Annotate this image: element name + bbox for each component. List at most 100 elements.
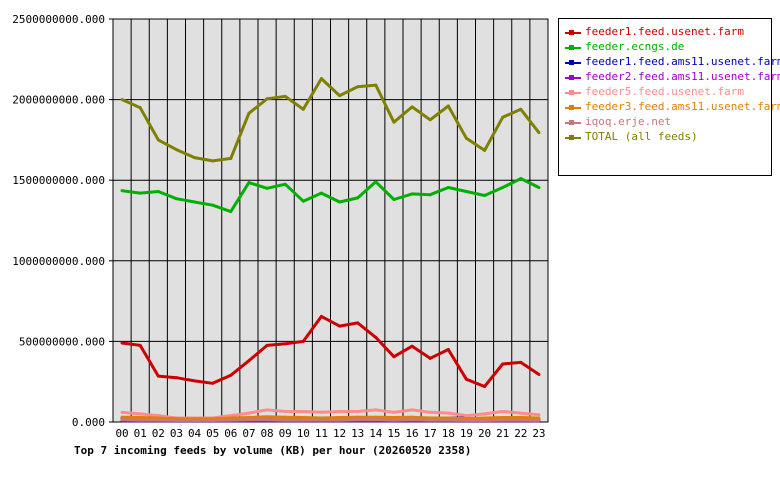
data-point <box>374 415 378 419</box>
chart-title: Top 7 incoming feeds by volume (KB) per … <box>74 444 472 457</box>
x-tick-label: 02 <box>152 427 165 440</box>
data-point <box>338 418 342 422</box>
data-point <box>483 385 487 389</box>
data-point <box>138 418 142 422</box>
legend-label: iqoq.erje.net <box>585 115 672 128</box>
data-point <box>537 413 541 417</box>
data-point <box>319 77 323 81</box>
legend-swatch <box>565 45 581 50</box>
x-tick-label: 21 <box>496 427 509 440</box>
series-line <box>121 77 541 163</box>
x-tick-label: 19 <box>460 427 473 440</box>
data-point <box>501 415 505 419</box>
data-point <box>428 356 432 360</box>
legend-swatch <box>565 60 581 65</box>
legend-label: feeder.ecngs.de <box>585 40 685 53</box>
legend-label: feeder5.feed.usenet.farm <box>585 85 744 98</box>
data-point <box>501 362 505 366</box>
data-point <box>283 342 287 346</box>
data-point <box>265 97 269 101</box>
data-point <box>374 83 378 87</box>
x-tick-label: 12 <box>333 427 346 440</box>
data-point <box>193 156 197 160</box>
data-point <box>338 410 342 414</box>
y-tick-label: 2500000000.000 <box>12 13 105 26</box>
data-point <box>120 410 124 414</box>
legend-item: feeder1.feed.usenet.farm <box>559 25 773 40</box>
data-point <box>464 414 468 418</box>
legend-swatch <box>565 75 581 80</box>
data-point <box>283 410 287 414</box>
data-point <box>211 381 215 385</box>
x-tick-label: 05 <box>206 427 219 440</box>
data-point <box>156 414 160 418</box>
data-point <box>283 94 287 98</box>
legend-item: iqoq.erje.net <box>559 115 773 130</box>
data-point <box>392 120 396 124</box>
data-point <box>464 377 468 381</box>
data-point <box>483 418 487 422</box>
data-point <box>374 335 378 339</box>
data-point <box>410 344 414 348</box>
data-point <box>283 182 287 186</box>
x-tick-label: 22 <box>514 427 527 440</box>
data-point <box>392 198 396 202</box>
data-point <box>247 418 251 422</box>
data-point <box>138 412 142 416</box>
data-point <box>483 412 487 416</box>
data-point <box>374 418 378 422</box>
data-point <box>338 415 342 419</box>
y-tick-label: 500000000.000 <box>19 335 105 348</box>
data-point <box>537 131 541 135</box>
data-point <box>301 410 305 414</box>
x-tick-label: 10 <box>297 427 310 440</box>
x-tick-label: 06 <box>224 427 237 440</box>
x-tick-label: 15 <box>387 427 400 440</box>
data-point <box>446 347 450 351</box>
data-point <box>410 105 414 109</box>
data-point <box>428 118 432 122</box>
data-point <box>356 321 360 325</box>
x-tick-label: 17 <box>424 427 437 440</box>
data-point <box>392 355 396 359</box>
data-point <box>138 106 142 110</box>
legend-item: feeder5.feed.usenet.farm <box>559 85 773 100</box>
x-tick-label: 08 <box>260 427 273 440</box>
data-point <box>138 191 142 195</box>
data-point <box>138 415 142 419</box>
data-point <box>446 104 450 108</box>
x-tick-label: 20 <box>478 427 491 440</box>
data-point <box>410 408 414 412</box>
data-point <box>537 372 541 376</box>
data-point <box>229 210 233 214</box>
data-point <box>229 156 233 160</box>
data-point <box>193 418 197 422</box>
data-point <box>410 418 414 422</box>
data-point <box>483 148 487 152</box>
legend-label: feeder3.feed.ams11.usenet.farm <box>585 100 780 113</box>
data-point <box>338 200 342 204</box>
data-point <box>501 410 505 414</box>
data-point <box>247 111 251 115</box>
data-point <box>247 181 251 185</box>
data-point <box>338 94 342 98</box>
data-point <box>283 418 287 422</box>
x-tick-label: 13 <box>351 427 364 440</box>
data-point <box>374 408 378 412</box>
data-point <box>120 341 124 345</box>
y-tick-label: 0.000 <box>72 416 105 429</box>
data-point <box>174 418 178 422</box>
data-point <box>120 189 124 193</box>
data-point <box>464 418 468 422</box>
data-point <box>156 189 160 193</box>
x-tick-label: 00 <box>115 427 128 440</box>
data-point <box>356 410 360 414</box>
data-point <box>446 185 450 189</box>
y-tick-label: 2000000000.000 <box>12 94 105 107</box>
data-point <box>283 415 287 419</box>
data-point <box>519 418 523 422</box>
data-point <box>356 196 360 200</box>
data-point <box>174 376 178 380</box>
